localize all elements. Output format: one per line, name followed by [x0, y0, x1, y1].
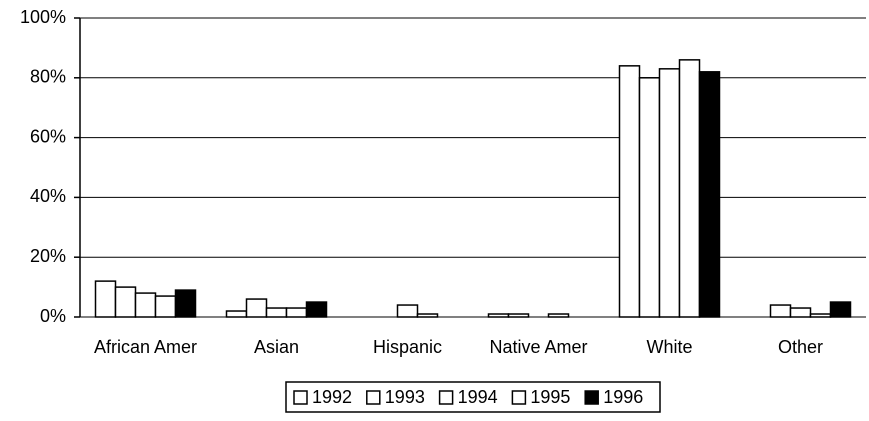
bar [396, 304, 419, 318]
y-tick-label: 100% [20, 7, 66, 27]
legend-label: 1992 [312, 387, 352, 407]
legend-label: 1996 [603, 387, 643, 407]
bar [174, 289, 197, 318]
bar [789, 307, 812, 318]
bar [134, 292, 157, 318]
legend-swatch [584, 390, 599, 405]
bar [114, 286, 137, 318]
legend-swatch [438, 390, 454, 405]
bar [305, 301, 328, 318]
bar [507, 313, 530, 318]
x-tick-label: Hispanic [373, 337, 442, 357]
bar [225, 310, 248, 318]
x-tick-label: Asian [254, 337, 299, 357]
bar [618, 65, 641, 318]
legend-label: 1995 [530, 387, 570, 407]
bar [285, 307, 308, 318]
x-tick-label: White [646, 337, 692, 357]
bar [265, 307, 288, 318]
y-tick-label: 0% [40, 306, 66, 326]
bar [416, 313, 439, 318]
x-tick-label: Other [778, 337, 823, 357]
y-tick-label: 80% [30, 67, 66, 87]
x-tick-label: Native Amer [489, 337, 587, 357]
bar [658, 68, 681, 318]
bar [547, 313, 570, 318]
y-tick-label: 40% [30, 186, 66, 206]
bar [245, 298, 268, 318]
bar [769, 304, 792, 318]
bar [698, 71, 721, 318]
bar [809, 313, 832, 318]
bar [154, 295, 177, 318]
x-tick-label: African Amer [94, 337, 197, 357]
legend-label: 1993 [385, 387, 425, 407]
legend-swatch [511, 390, 527, 405]
legend-swatch [366, 390, 381, 405]
legend-swatch [293, 390, 308, 405]
legend-label: 1994 [458, 387, 498, 407]
y-tick-label: 60% [30, 126, 66, 146]
bar [94, 280, 117, 318]
y-tick-label: 20% [30, 246, 66, 266]
bar [638, 77, 661, 318]
bar [678, 59, 701, 318]
bar [829, 301, 852, 318]
bar [487, 313, 510, 318]
